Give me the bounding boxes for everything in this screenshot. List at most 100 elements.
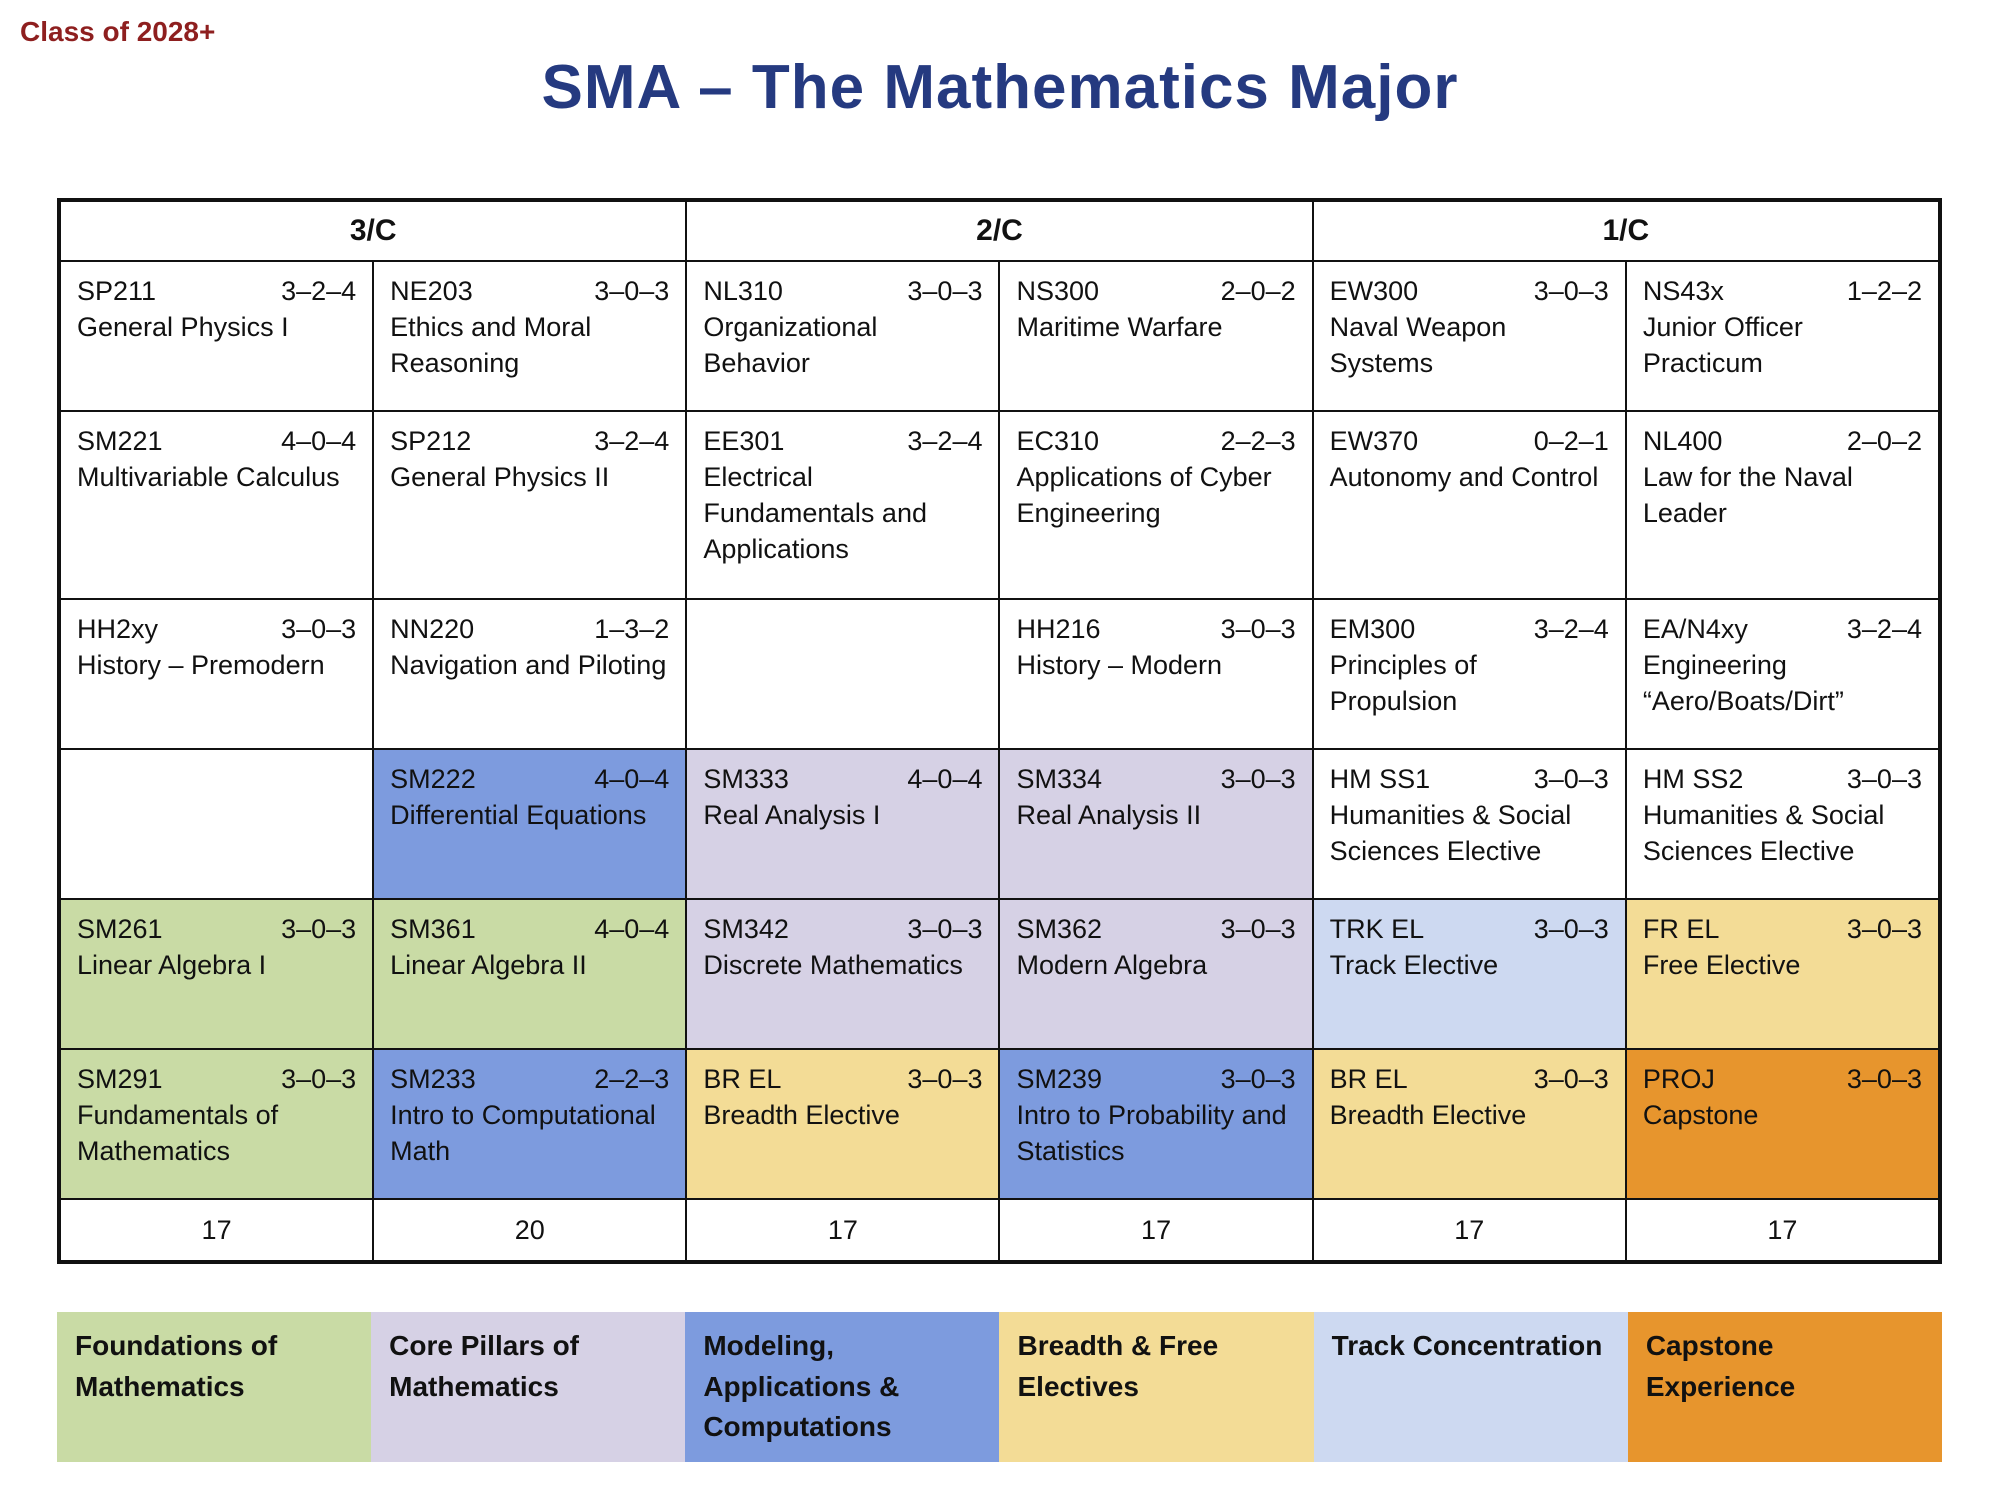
course-hours: 3–0–3: [907, 914, 983, 944]
course-cell-hh2xy: HH2xy 3–0–3 History – Premodern: [60, 599, 374, 749]
course-code: HH216: [1016, 614, 1101, 644]
course-title: Intro to Probability and Statistics: [1016, 1099, 1287, 1166]
course-hours: 3–2–4: [907, 426, 983, 456]
course-cell-sm222: SM222 4–0–4 Differential Equations: [373, 749, 687, 899]
course-hours: 4–0–4: [907, 764, 983, 794]
course-code: SM361: [390, 914, 476, 944]
color-legend: Foundations of Mathematics Core Pillars …: [57, 1312, 1942, 1462]
course-cell-sm361: SM361 4–0–4 Linear Algebra II: [373, 899, 687, 1049]
course-hours: 4–0–4: [594, 914, 670, 944]
course-title: Naval Weapon Systems: [1329, 311, 1507, 378]
course-hours: 0–2–1: [1533, 426, 1609, 456]
course-hours: 2–0–2: [1846, 426, 1922, 456]
course-title: Intro to Computational Math: [390, 1099, 656, 1166]
course-code: NS43x: [1642, 276, 1724, 306]
legend-item-foundations: Foundations of Mathematics: [57, 1312, 372, 1462]
course-title: Ethics and Moral Reasoning: [390, 311, 592, 378]
course-cell-ec310: EC310 2–2–3 Applications of Cyber Engineer…: [999, 411, 1313, 599]
course-hours: 1–2–2: [1846, 276, 1922, 306]
course-code: PROJ: [1642, 1064, 1715, 1094]
course-title: Engineering “Aero/Boats/Dirt”: [1642, 649, 1844, 716]
course-title: Maritime Warfare: [1016, 311, 1223, 342]
course-hours: 1–3–2: [594, 614, 670, 644]
course-code: SM342: [703, 914, 789, 944]
course-title: Breadth Elective: [1329, 1099, 1527, 1130]
course-code: SP212: [390, 426, 472, 456]
legend-item-capstone: Capstone Experience: [1627, 1312, 1942, 1462]
course-title: Humanities & Social Sciences Elective: [1329, 799, 1572, 866]
course-hours: 3–0–3: [907, 1064, 983, 1094]
course-cell-sm291: SM291 3–0–3 Fundamentals of Mathematics: [60, 1049, 374, 1199]
course-cell-ea-n4xy: EA/N4xy 3–2–4 Engineering “Aero/Boats/Dirt…: [1625, 599, 1939, 749]
course-code: EM300: [1329, 614, 1416, 644]
legend-item-modeling: Modeling, Applications & Computations: [685, 1312, 1000, 1462]
course-code: EW300: [1329, 276, 1419, 306]
course-code: TRK EL: [1329, 914, 1425, 944]
course-title: Linear Algebra II: [390, 949, 587, 980]
legend-item-breadth-free: Breadth & Free Electives: [999, 1312, 1314, 1462]
course-cell-sm261: SM261 3–0–3 Linear Algebra I: [60, 899, 374, 1049]
course-title: General Physics II: [390, 461, 610, 492]
course-code: HM SS2: [1642, 764, 1744, 794]
course-title: Linear Algebra I: [77, 949, 267, 980]
course-title: Modern Algebra: [1016, 949, 1208, 980]
course-cell-sp211: SP211 3–2–4 General Physics I: [60, 261, 374, 411]
course-code: HH2xy: [77, 614, 159, 644]
course-hours: 3–0–3: [281, 914, 357, 944]
course-hours: 3–0–3: [1220, 764, 1296, 794]
course-code: FR EL: [1642, 914, 1720, 944]
course-title: Fundamentals of Mathematics: [77, 1099, 279, 1166]
course-code: SM333: [703, 764, 789, 794]
course-hours: 3–2–4: [594, 426, 670, 456]
course-hours: 4–0–4: [594, 764, 670, 794]
course-code: EC310: [1016, 426, 1100, 456]
course-cell-nn220: NN220 1–3–2 Navigation and Piloting: [373, 599, 687, 749]
course-cell-br-el-1c: BR EL 3–0–3 Breadth Elective: [1312, 1049, 1626, 1199]
course-cell-ee301: EE301 3–2–4 Electrical Fundamentals and Ap…: [686, 411, 1000, 599]
legend-item-track: Track Concentration: [1313, 1312, 1628, 1462]
semester-total: 17: [686, 1199, 1000, 1261]
page-title: SMA – The Mathematics Major: [541, 53, 1459, 122]
course-hours: 3–2–4: [281, 276, 357, 306]
course-title: Applications of Cyber Engineering: [1016, 461, 1272, 528]
course-title: Free Elective: [1642, 949, 1801, 980]
course-hours: 3–0–3: [1220, 1064, 1296, 1094]
course-hours: 3–0–3: [907, 276, 983, 306]
course-cell-nl400: NL400 2–0–2 Law for the Naval Leader: [1625, 411, 1939, 599]
course-hours: 3–0–3: [281, 614, 357, 644]
semester-total: 17: [1625, 1199, 1939, 1261]
course-title: Multivariable Calculus: [77, 461, 340, 492]
course-code: NL400: [1642, 426, 1723, 456]
course-code: SM233: [390, 1064, 476, 1094]
course-code: SM221: [77, 426, 163, 456]
course-title: History – Modern: [1016, 649, 1223, 680]
legend-item-core-pillars: Core Pillars of Mathematics: [371, 1312, 686, 1462]
course-code: EW370: [1329, 426, 1419, 456]
empty-cell: [60, 749, 374, 899]
semester-header-1c: 1/C: [1312, 201, 1939, 261]
course-cell-sm342: SM342 3–0–3 Discrete Mathematics: [686, 899, 1000, 1049]
empty-cell: [686, 599, 1000, 749]
semester-total: 17: [999, 1199, 1313, 1261]
course-cell-br-el-2c: BR EL 3–0–3 Breadth Elective: [686, 1049, 1000, 1199]
course-hours: 3–0–3: [594, 276, 670, 306]
course-cell-ne203: NE203 3–0–3 Ethics and Moral Reasoning: [373, 261, 687, 411]
course-cell-sm362: SM362 3–0–3 Modern Algebra: [999, 899, 1313, 1049]
course-hours: 3–0–3: [281, 1064, 357, 1094]
course-code: HM SS1: [1329, 764, 1431, 794]
course-code: BR EL: [703, 1064, 782, 1094]
semester-total: 17: [1312, 1199, 1626, 1261]
course-hours: 3–0–3: [1533, 914, 1609, 944]
course-code: SM239: [1016, 1064, 1103, 1094]
course-cell-sm334: SM334 3–0–3 Real Analysis II: [999, 749, 1313, 899]
course-code: EA/N4xy: [1642, 614, 1748, 644]
course-hours: 3–0–3: [1220, 614, 1296, 644]
course-code: SM291: [77, 1064, 163, 1094]
course-cell-sp212: SP212 3–2–4 General Physics II: [373, 411, 687, 599]
course-title: Real Analysis II: [1016, 799, 1202, 830]
semester-total: 20: [373, 1199, 687, 1261]
course-title: Electrical Fundamentals and Applications: [703, 461, 927, 564]
course-cell-nl310: NL310 3–0–3 Organizational Behavior: [686, 261, 1000, 411]
course-hours: 3–0–3: [1533, 764, 1609, 794]
course-title: Capstone: [1642, 1099, 1759, 1130]
